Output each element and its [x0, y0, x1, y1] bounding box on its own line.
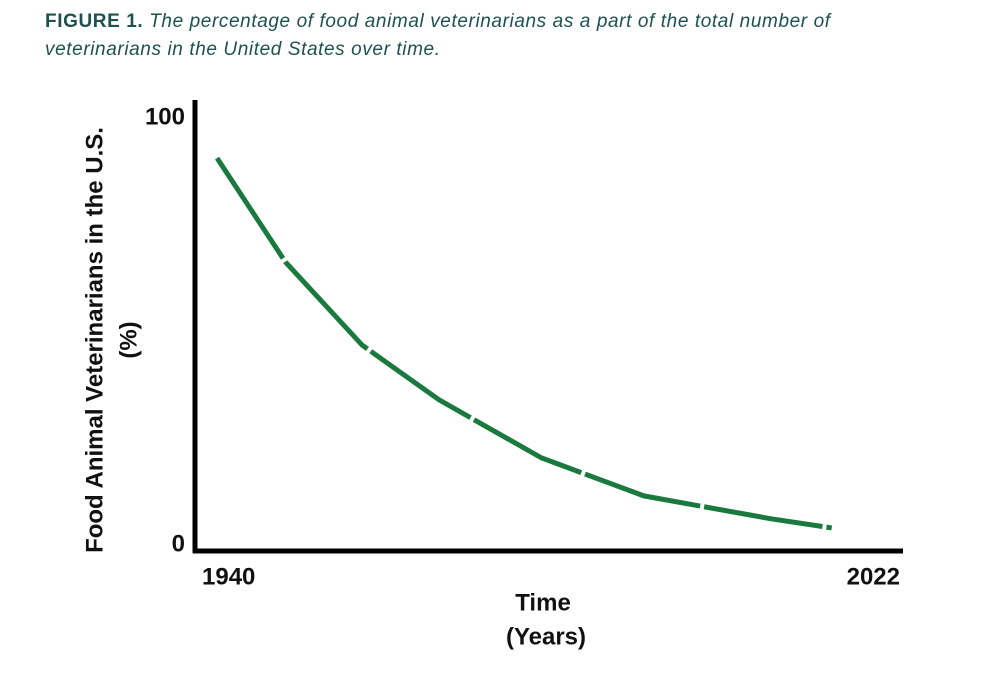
caption: FIGURE 1. The percentage of food animal … — [45, 8, 945, 64]
data-line — [214, 156, 833, 531]
y-axis-label: (%) — [115, 321, 142, 358]
y-tick-label: 100 — [145, 103, 185, 130]
chart-title: The percentage of food animal veterinari… — [45, 11, 831, 60]
x-tick-label: 2022 — [847, 563, 900, 590]
y-tick-label: 0 — [172, 530, 185, 557]
y-axis-label: Food Animal Veterinarians in the U.S. — [81, 127, 108, 553]
figure-label: FIGURE 1. — [45, 11, 144, 32]
x-tick-label: 1940 — [202, 563, 255, 590]
x-axis-label: Time — [515, 589, 571, 616]
x-axis-label: (Years) — [506, 623, 586, 650]
